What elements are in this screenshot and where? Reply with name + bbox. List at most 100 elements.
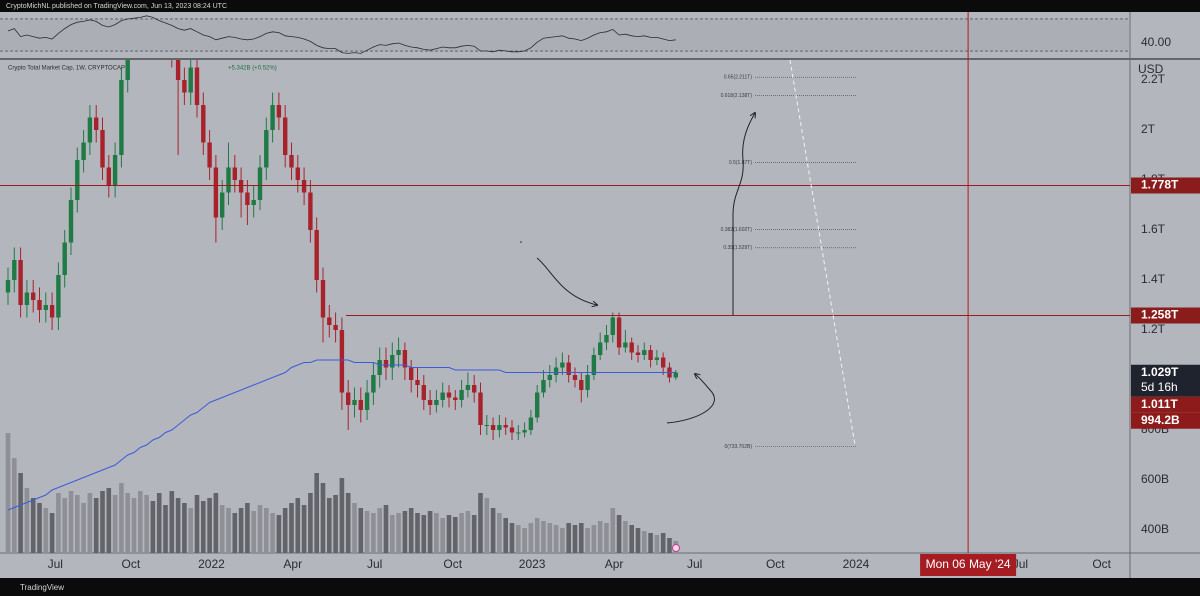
event-icon [672, 544, 680, 552]
candle-body [345, 392, 351, 405]
candle-body [642, 350, 647, 355]
candle-body [465, 385, 471, 390]
volume-bar [667, 538, 672, 553]
volume-bar [213, 493, 219, 553]
x-tick-label: Jul [687, 557, 702, 571]
volume-bar [591, 525, 597, 553]
volume-bar [452, 517, 458, 553]
price-layer: 0.65(2.211T) 0.618(2.138T) 0.5(1.87T) 0.382… [0, 60, 1130, 511]
y-tick-label: 2T [1141, 122, 1156, 136]
price-box [1131, 396, 1200, 413]
candle-body [194, 67, 200, 105]
volume-bar [282, 508, 288, 553]
x-tick-label: 2024 [843, 557, 870, 571]
candle-body [654, 357, 660, 360]
volume-bar [623, 521, 628, 553]
volume-bar [339, 478, 345, 553]
volume-bar [471, 515, 477, 553]
price-box-label: 1.778T [1141, 178, 1179, 192]
volume-bar [326, 498, 332, 553]
volume-bar [604, 523, 609, 553]
candle-body [282, 117, 288, 155]
fib-label: 0(733.702B) [724, 444, 752, 450]
volume-bar [522, 528, 527, 553]
candle-body [219, 192, 225, 218]
candle-body [579, 380, 584, 390]
volume-bar [560, 528, 565, 553]
arrow [732, 113, 755, 315]
candle-body [421, 385, 426, 400]
volume-bar [547, 523, 553, 553]
candle-body [238, 180, 244, 193]
candle-body [232, 167, 237, 180]
volume-bar [333, 495, 338, 553]
candle-body [125, 60, 130, 80]
volume-bar [578, 523, 584, 553]
volume-bar [251, 511, 256, 553]
candle-body [547, 375, 552, 380]
volume-bar [301, 505, 307, 553]
volume-bar [257, 505, 263, 553]
candle-body [62, 242, 67, 275]
volume-bar [56, 493, 61, 553]
candle-body [528, 417, 534, 430]
candle-body [383, 360, 389, 368]
candle-body [440, 392, 445, 400]
volume-bar [440, 518, 445, 553]
volume-bar [421, 515, 427, 553]
price-box [1131, 412, 1200, 429]
x-tick-label: Oct [1092, 557, 1111, 571]
volume-bar [396, 513, 401, 553]
candle-body [213, 167, 219, 218]
volume-bar [660, 533, 666, 553]
background [0, 12, 1200, 578]
volume-bar [295, 498, 301, 553]
volume-bar [219, 505, 225, 553]
volume-bar [131, 498, 137, 553]
y-tick-label: 1.2T [1141, 322, 1166, 336]
volume-bar [37, 503, 42, 553]
trend-line [789, 59, 856, 446]
volume-bar [87, 493, 93, 553]
candle-body [276, 105, 282, 118]
candle-body [188, 67, 193, 93]
volume-bar [5, 433, 11, 553]
candle-body [629, 342, 634, 353]
volume-bar [200, 501, 206, 553]
volume-bar [497, 513, 502, 553]
volume-bar [182, 503, 187, 553]
candle-body [604, 335, 609, 343]
candle-body [301, 180, 307, 193]
volume-bar [389, 515, 395, 553]
volume-bar [43, 508, 49, 553]
x-tick-label: Apr [605, 557, 624, 571]
candle-body [673, 372, 678, 378]
volume-bar [263, 508, 269, 553]
volume-bar [49, 513, 55, 553]
volume-bar [459, 513, 464, 553]
countdown: 5d 16h [1141, 380, 1178, 394]
volume-bar [144, 495, 149, 553]
x-tick-label: Jul [48, 557, 63, 571]
rsi-line [7, 15, 676, 54]
candle-body [24, 292, 30, 305]
volume-bar [119, 483, 124, 553]
candle-body [327, 317, 332, 325]
candle-body [635, 352, 641, 355]
candle-body [289, 155, 294, 168]
candle-body [100, 130, 105, 168]
candle-body [119, 80, 124, 155]
rsi-tick-label: 40.00 [1141, 35, 1171, 49]
x-tick-label: 2023 [519, 557, 546, 571]
volume-bar [245, 503, 250, 553]
candle-body [597, 342, 603, 355]
volume-bar [74, 495, 80, 553]
volume-bar [648, 533, 653, 553]
candle-body [459, 390, 464, 400]
candle-body [43, 305, 48, 310]
candle-body [75, 160, 80, 200]
volume-bar [156, 493, 162, 553]
symbol-title: Crypto Total Market Cap, 1W, CRYPTOCAP [8, 66, 125, 72]
price-box [1131, 177, 1200, 194]
volume-bar [30, 498, 36, 553]
